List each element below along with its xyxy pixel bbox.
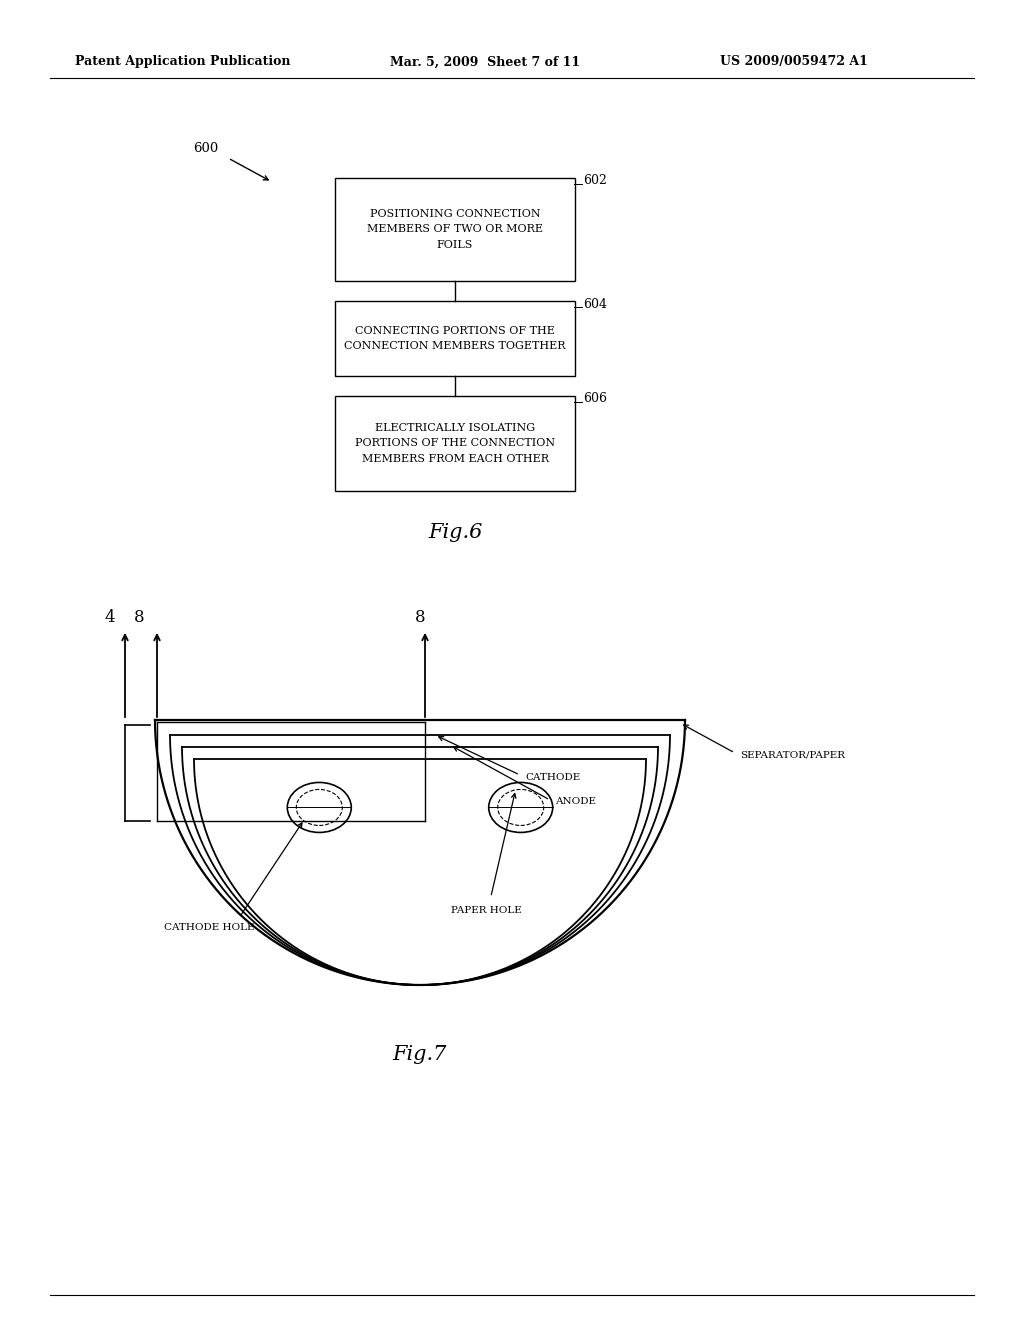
Bar <box>335 396 575 491</box>
Text: 606: 606 <box>583 392 607 405</box>
Text: POSITIONING CONNECTION
MEMBERS OF TWO OR MORE
FOILS: POSITIONING CONNECTION MEMBERS OF TWO OR… <box>367 209 543 249</box>
Text: SEPARATOR/PAPER: SEPARATOR/PAPER <box>740 751 845 759</box>
Text: PAPER HOLE: PAPER HOLE <box>451 906 521 915</box>
Text: 4: 4 <box>104 610 116 627</box>
Text: 8: 8 <box>134 610 144 627</box>
Text: 602: 602 <box>583 174 607 187</box>
Bar <box>335 178 575 281</box>
Text: 600: 600 <box>193 141 218 154</box>
Text: Fig.6: Fig.6 <box>428 524 482 543</box>
Text: ELECTRICALLY ISOLATING
PORTIONS OF THE CONNECTION
MEMBERS FROM EACH OTHER: ELECTRICALLY ISOLATING PORTIONS OF THE C… <box>355 422 555 465</box>
Ellipse shape <box>488 783 553 833</box>
Ellipse shape <box>288 783 351 833</box>
Text: CATHODE: CATHODE <box>525 772 581 781</box>
Text: ANODE: ANODE <box>555 797 596 807</box>
Text: Mar. 5, 2009  Sheet 7 of 11: Mar. 5, 2009 Sheet 7 of 11 <box>390 55 581 69</box>
Text: 604: 604 <box>583 297 607 310</box>
Text: 8: 8 <box>415 610 425 627</box>
Text: CONNECTING PORTIONS OF THE
CONNECTION MEMBERS TOGETHER: CONNECTING PORTIONS OF THE CONNECTION ME… <box>344 326 565 351</box>
Text: Fig.7: Fig.7 <box>393 1045 447 1064</box>
Text: US 2009/0059472 A1: US 2009/0059472 A1 <box>720 55 868 69</box>
Bar <box>335 301 575 376</box>
Text: CATHODE HOLE: CATHODE HOLE <box>164 923 255 932</box>
Text: Patent Application Publication: Patent Application Publication <box>75 55 291 69</box>
